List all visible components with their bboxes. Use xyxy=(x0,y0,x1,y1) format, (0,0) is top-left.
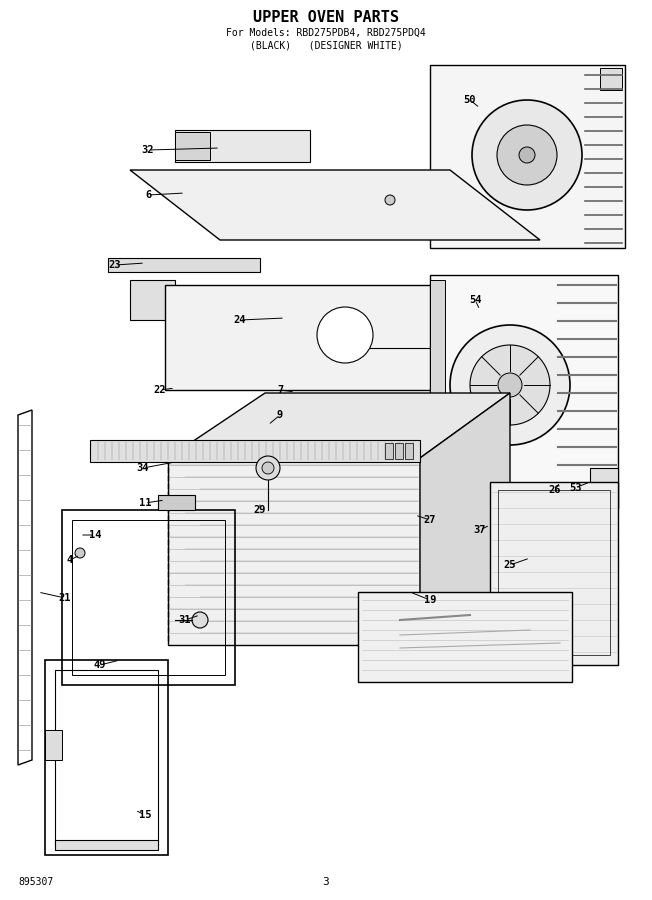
Circle shape xyxy=(256,456,280,480)
Text: 49: 49 xyxy=(94,660,106,670)
Text: 29: 29 xyxy=(254,505,266,515)
Text: 11: 11 xyxy=(139,498,151,508)
Polygon shape xyxy=(45,730,62,760)
Circle shape xyxy=(262,462,274,474)
Polygon shape xyxy=(430,65,625,248)
Polygon shape xyxy=(168,458,420,645)
Text: (BLACK)   (DESIGNER WHITE): (BLACK) (DESIGNER WHITE) xyxy=(250,41,402,51)
Text: 54: 54 xyxy=(469,295,481,305)
Polygon shape xyxy=(395,443,403,459)
Text: 27: 27 xyxy=(424,515,436,525)
Circle shape xyxy=(472,100,582,210)
Circle shape xyxy=(75,548,85,558)
Circle shape xyxy=(317,307,373,363)
Polygon shape xyxy=(130,280,175,320)
Text: 50: 50 xyxy=(464,95,476,105)
Circle shape xyxy=(192,612,208,628)
Text: 23: 23 xyxy=(109,260,121,270)
Polygon shape xyxy=(420,393,510,645)
Text: 34: 34 xyxy=(137,463,149,473)
Text: 25: 25 xyxy=(504,560,516,570)
Polygon shape xyxy=(90,440,420,462)
Text: 3: 3 xyxy=(323,877,329,887)
Text: 895307: 895307 xyxy=(18,877,53,887)
Polygon shape xyxy=(165,285,490,390)
Polygon shape xyxy=(158,495,195,510)
Text: 22: 22 xyxy=(154,385,166,395)
Text: For Models: RBD275PDB4, RBD275PDQ4: For Models: RBD275PDB4, RBD275PDQ4 xyxy=(226,28,426,38)
Polygon shape xyxy=(130,170,540,240)
Polygon shape xyxy=(55,840,158,850)
Polygon shape xyxy=(175,130,310,162)
Text: UPPER OVEN PARTS: UPPER OVEN PARTS xyxy=(253,11,399,25)
Text: 6: 6 xyxy=(145,190,151,200)
Text: 53: 53 xyxy=(569,483,581,493)
Text: 32: 32 xyxy=(141,145,155,155)
Polygon shape xyxy=(600,68,622,90)
Circle shape xyxy=(450,325,570,445)
Polygon shape xyxy=(168,393,510,458)
Polygon shape xyxy=(175,132,210,160)
Polygon shape xyxy=(108,258,260,272)
Text: 15: 15 xyxy=(139,810,151,820)
Polygon shape xyxy=(430,280,445,505)
Polygon shape xyxy=(358,592,572,682)
Polygon shape xyxy=(385,443,393,459)
Circle shape xyxy=(470,345,550,425)
Text: 19: 19 xyxy=(424,595,436,605)
Text: 21: 21 xyxy=(59,593,71,603)
Text: 9: 9 xyxy=(277,410,283,420)
Polygon shape xyxy=(590,468,618,510)
Circle shape xyxy=(498,373,522,397)
Polygon shape xyxy=(430,275,618,508)
Text: 26: 26 xyxy=(549,485,561,495)
Text: 4: 4 xyxy=(67,555,73,565)
Circle shape xyxy=(519,147,535,163)
Text: 24: 24 xyxy=(234,315,246,325)
Circle shape xyxy=(497,125,557,185)
Circle shape xyxy=(385,195,395,205)
Text: 37: 37 xyxy=(474,525,486,535)
Polygon shape xyxy=(490,482,618,665)
Text: 14: 14 xyxy=(89,530,101,540)
Polygon shape xyxy=(405,443,413,459)
Text: 7: 7 xyxy=(277,385,283,395)
Text: 31: 31 xyxy=(179,615,191,625)
